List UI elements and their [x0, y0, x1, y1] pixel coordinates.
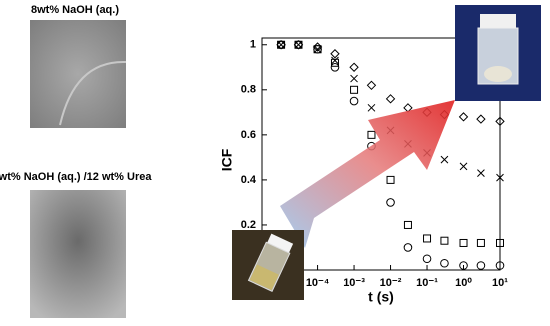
point — [386, 175, 395, 184]
plot: 0.2 0.4 0.6 0.8 1 10⁻⁴ 10⁻³ 10⁻² 10⁻¹ 10⁰ 10¹ t (s)… — [219, 37, 508, 305]
y-axis-label: ICF — [219, 148, 235, 171]
point — [330, 58, 339, 67]
point — [276, 40, 286, 50]
point — [458, 112, 469, 122]
point — [366, 80, 377, 91]
point — [459, 162, 468, 171]
point — [313, 45, 322, 54]
micrograph-label: 8wt% NaOH (aq.) — [31, 4, 119, 16]
x-tick-label: 10⁻¹ — [416, 277, 438, 289]
point — [477, 169, 485, 177]
micrograph-feature — [59, 60, 127, 126]
y-tick-label: 0.2 — [241, 219, 256, 231]
point — [476, 238, 485, 247]
point — [440, 236, 449, 245]
point — [459, 261, 468, 270]
point — [349, 96, 359, 106]
point — [349, 62, 359, 72]
point — [330, 62, 340, 72]
x-axis-label: t (s) — [368, 289, 394, 305]
point — [350, 85, 359, 94]
point — [423, 234, 432, 243]
point — [330, 49, 340, 59]
point — [440, 258, 449, 268]
point — [496, 173, 504, 182]
x-tick-label: 10⁻² — [380, 277, 402, 289]
point — [350, 74, 358, 83]
y-tick-label: 0.8 — [241, 84, 256, 96]
point — [495, 116, 505, 127]
micrograph — [30, 20, 126, 128]
point — [331, 56, 339, 65]
x-tick-label: 10⁻⁴ — [306, 277, 329, 289]
point — [367, 130, 376, 139]
y-tick-label: 0.4 — [241, 174, 257, 186]
photo-gel — [484, 66, 512, 82]
x-tick-label: 10⁻³ — [343, 277, 365, 289]
point — [403, 220, 412, 229]
point — [294, 40, 303, 50]
point — [386, 198, 395, 207]
plot-frame — [261, 37, 501, 271]
photo-cap — [480, 14, 516, 28]
x-tick-label: 10⁰ — [455, 277, 472, 289]
point — [422, 254, 432, 264]
point — [459, 238, 468, 247]
photo-vial — [247, 233, 294, 293]
micrograph — [30, 190, 126, 318]
point — [440, 155, 449, 164]
micrograph-label: 8wt% NaOH (aq.) /12 wt% Urea — [0, 171, 152, 183]
point — [277, 40, 285, 49]
point — [496, 238, 504, 247]
point — [367, 103, 376, 112]
point — [313, 44, 322, 54]
arrow — [280, 100, 455, 248]
y-tick-label: 1 — [250, 39, 256, 51]
point — [495, 261, 505, 270]
point — [294, 40, 303, 49]
point — [385, 94, 396, 104]
y-tick-label: 0.6 — [241, 129, 256, 141]
point — [476, 114, 486, 124]
point — [476, 261, 486, 270]
x-tick-label: 10¹ — [492, 277, 508, 289]
point — [403, 243, 413, 252]
